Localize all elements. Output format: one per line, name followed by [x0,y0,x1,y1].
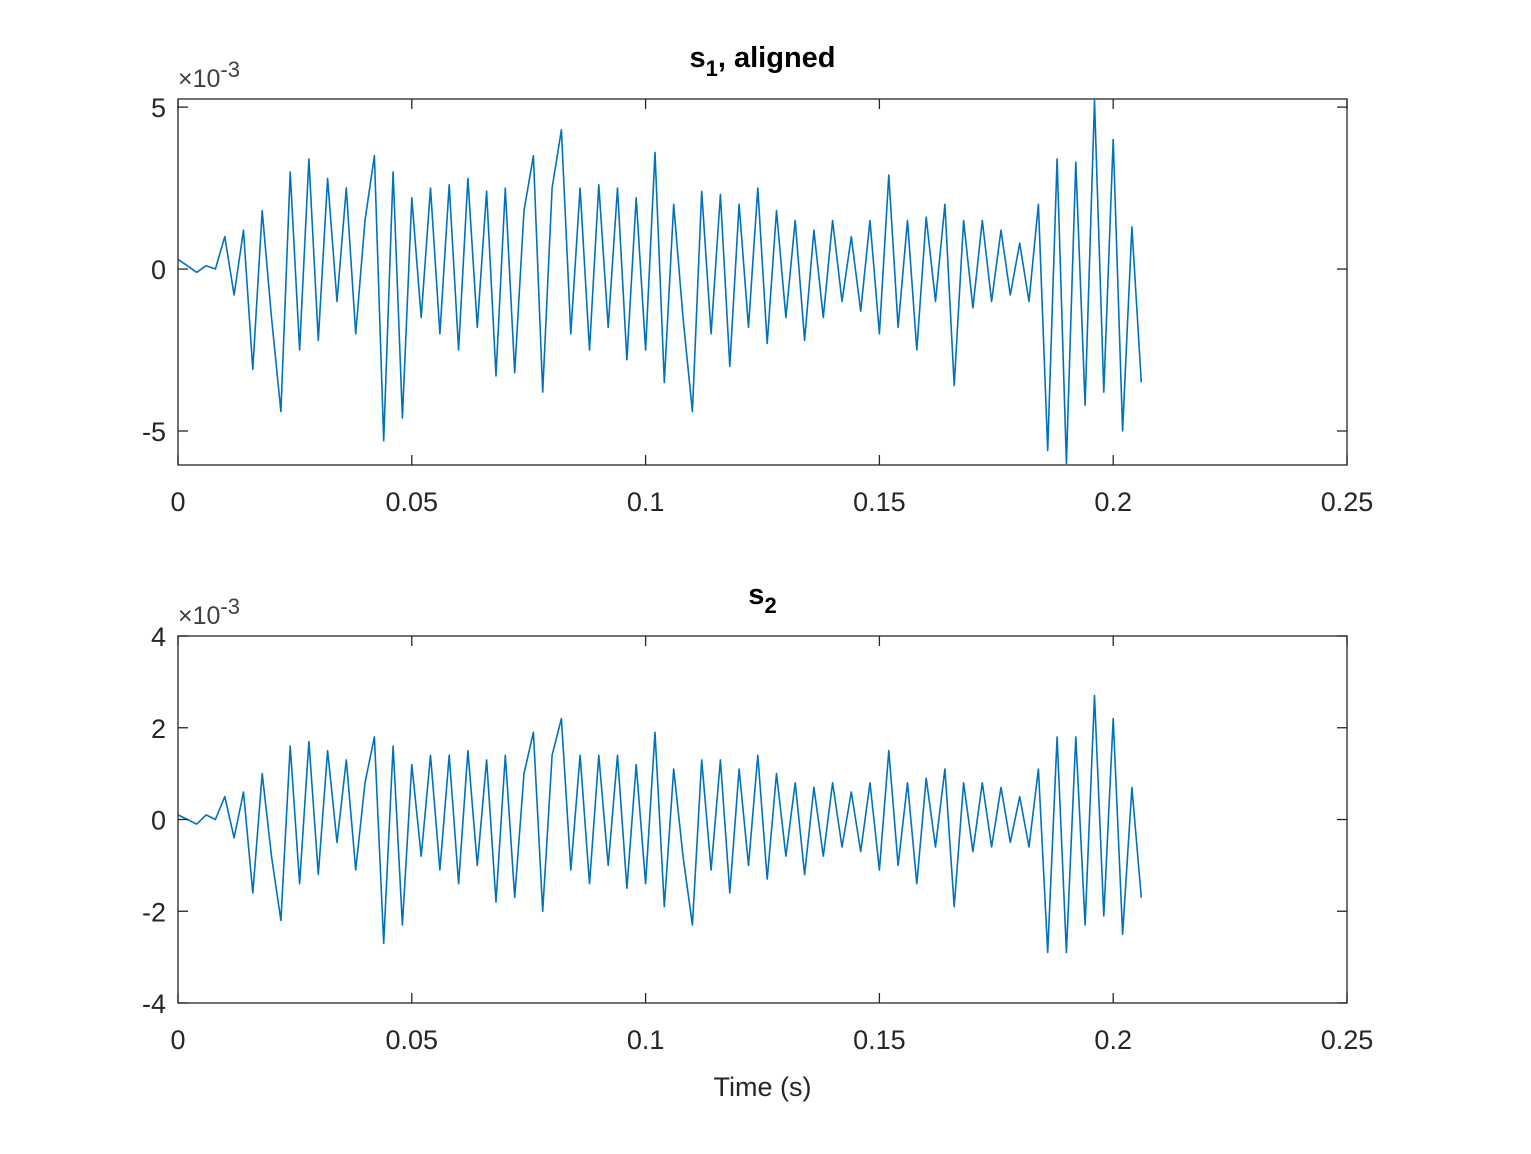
axes-box [177,98,1348,466]
x-tick-label: 0.25 [1321,487,1374,517]
y-tick-label: 0 [151,255,166,285]
x-tick-label: 0.2 [1094,487,1132,517]
title-text: s [748,579,764,611]
title-subscript: 2 [764,593,776,618]
y-multiplier: ×10-3 [178,594,240,630]
y-tick-label: 0 [151,806,166,836]
x-tick-label: 0 [170,487,185,517]
multiplier-base: ×10 [178,602,220,630]
x-tick-label: 0.05 [386,1025,439,1055]
y-tick-label: 5 [151,93,166,123]
title-subscript: 1 [706,56,718,81]
x-tick-label: 0.05 [386,487,439,517]
y-tick-label: 4 [151,622,166,652]
x-tick-label: 0.1 [627,487,665,517]
y-tick-label: -2 [142,897,166,927]
title-rest: , aligned [718,42,836,74]
multiplier-exponent: -3 [220,594,240,619]
title-text: s [689,42,705,74]
signal-line [177,694,1143,954]
x-tick-label: 0.2 [1094,1025,1132,1055]
y-tick-label: -5 [142,417,166,447]
x-tick-label: 0.15 [853,1025,906,1055]
multiplier-base: ×10 [178,65,220,93]
x-axis-label: Time (s) [714,1072,812,1102]
signal-line [177,99,1143,465]
x-tick-label: 0 [170,1025,185,1055]
multiplier-exponent: -3 [220,57,240,82]
plot-area [178,99,1347,465]
subplot-title: s2 [748,579,776,618]
subplot-title: s1, aligned [689,42,835,81]
x-tick-label: 0.25 [1321,1025,1374,1055]
x-tick-label: 0.1 [627,1025,665,1055]
y-multiplier: ×10-3 [178,57,240,93]
x-tick-label: 0.15 [853,487,906,517]
y-tick-label: 2 [151,714,166,744]
y-tick-label: -4 [142,989,166,1019]
